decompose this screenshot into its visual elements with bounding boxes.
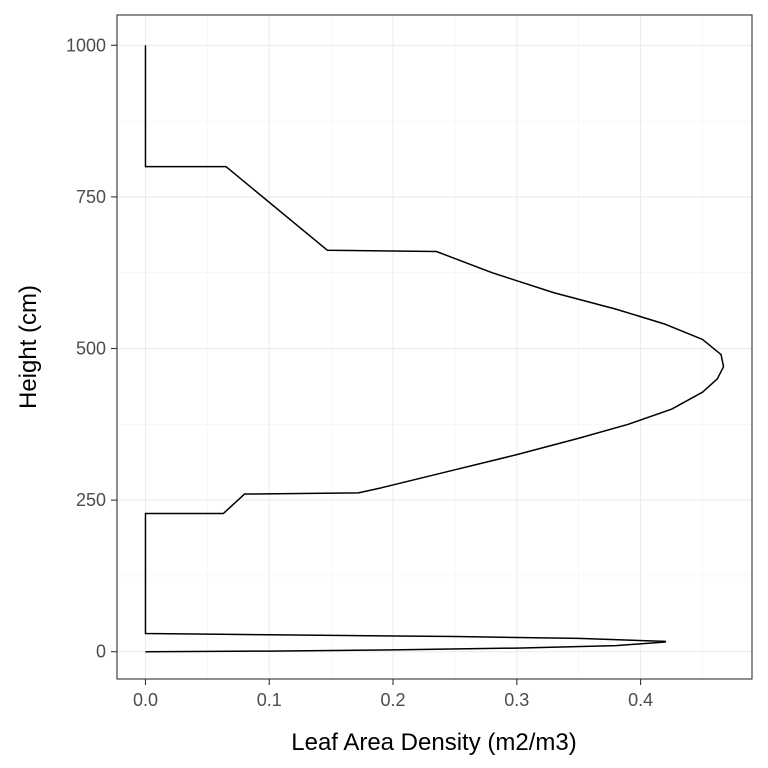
x-tick-label: 0.3 bbox=[504, 690, 529, 710]
y-tick-label: 1000 bbox=[66, 35, 106, 55]
grid-layer bbox=[117, 15, 752, 679]
y-tick-label: 250 bbox=[76, 490, 106, 510]
x-axis-title: Leaf Area Density (m2/m3) bbox=[291, 729, 576, 756]
series-line bbox=[144, 45, 725, 653]
x-tick-label: 0.4 bbox=[628, 690, 653, 710]
series-layer bbox=[144, 45, 725, 653]
y-tick-label: 750 bbox=[76, 187, 106, 207]
y-axis-title: Height (cm) bbox=[15, 285, 42, 409]
y-tick-label: 500 bbox=[76, 339, 106, 359]
x-tick-label: 0.0 bbox=[133, 690, 158, 710]
panel-border bbox=[116, 14, 753, 680]
x-tick-label: 0.2 bbox=[381, 690, 406, 710]
tick-layer: 0.0 0.1 0.2 0.3 0.4 0 250 500 750 1000 bbox=[66, 35, 653, 710]
y-tick-label: 0 bbox=[96, 642, 106, 662]
x-tick-label: 0.1 bbox=[257, 690, 282, 710]
